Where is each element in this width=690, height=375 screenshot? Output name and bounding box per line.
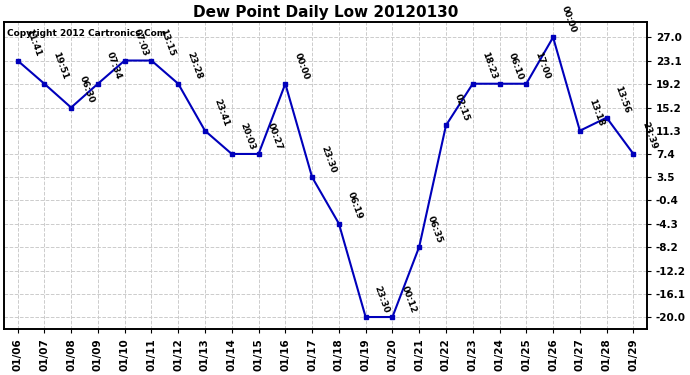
- Text: 18:23: 18:23: [480, 51, 498, 81]
- Text: 00:00: 00:00: [560, 5, 578, 34]
- Text: 20:03: 20:03: [239, 122, 257, 151]
- Text: Copyright 2012 Cartronics.Com: Copyright 2012 Cartronics.Com: [8, 28, 166, 38]
- Text: 07:34: 07:34: [105, 51, 123, 81]
- Text: 13:18: 13:18: [586, 98, 605, 128]
- Text: 07:03: 07:03: [132, 28, 150, 58]
- Text: 23:39: 23:39: [640, 121, 659, 151]
- Text: 00:00: 00:00: [293, 51, 310, 81]
- Text: 11:41: 11:41: [25, 28, 43, 58]
- Text: 06:30: 06:30: [78, 75, 96, 105]
- Text: 00:12: 00:12: [400, 285, 417, 314]
- Text: 02:15: 02:15: [453, 93, 471, 123]
- Text: 17:00: 17:00: [533, 51, 551, 81]
- Text: 23:41: 23:41: [212, 98, 230, 128]
- Title: Dew Point Daily Low 20120130: Dew Point Daily Low 20120130: [193, 5, 458, 20]
- Text: 00:27: 00:27: [266, 122, 284, 151]
- Text: 06:35: 06:35: [426, 214, 444, 244]
- Text: 23:28: 23:28: [185, 51, 204, 81]
- Text: 19:51: 19:51: [51, 51, 70, 81]
- Text: 23:30: 23:30: [373, 284, 391, 314]
- Text: 06:10: 06:10: [506, 51, 524, 81]
- Text: 13:15: 13:15: [159, 28, 177, 58]
- Text: 13:56: 13:56: [613, 85, 632, 115]
- Text: 06:19: 06:19: [346, 191, 364, 221]
- Text: 23:30: 23:30: [319, 144, 337, 174]
